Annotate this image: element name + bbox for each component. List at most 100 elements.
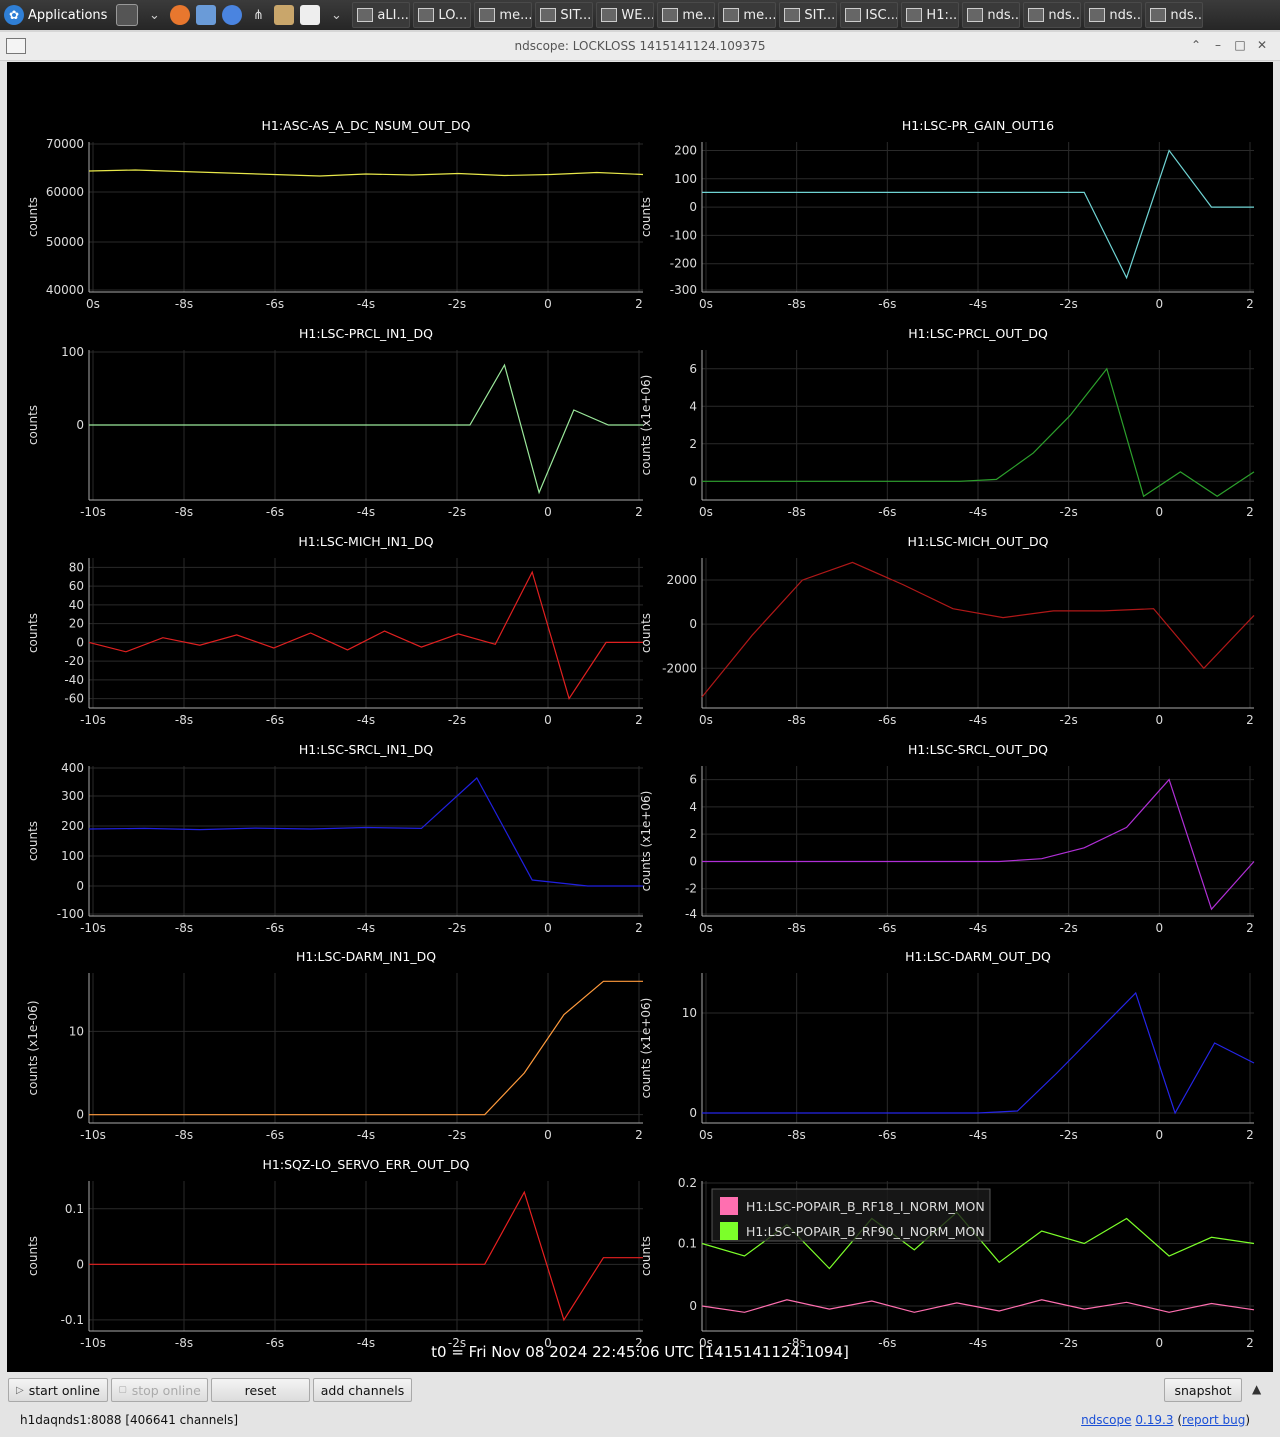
version-link[interactable]: 0.19.3 xyxy=(1135,1413,1174,1427)
users-icon[interactable] xyxy=(274,5,295,25)
chromium-icon[interactable] xyxy=(222,5,243,25)
y-axis-label: counts xyxy=(639,1236,653,1276)
taskbar-task[interactable]: me... xyxy=(718,2,777,28)
y-tick-label: 0.1 xyxy=(678,1237,697,1251)
x-tick-label: -2s xyxy=(1060,505,1078,519)
y-axis-label: counts xyxy=(639,613,653,653)
y-tick-label: 10 xyxy=(69,1024,84,1038)
scope-plots[interactable]: H1:ASC-AS_A_DC_NSUM_OUT_DQ 0s -8s -6s -4s -2s… xyxy=(7,62,1273,1372)
x-tick-label: 0 xyxy=(544,921,552,935)
plot-panel: H1:LSC-DARM_IN1_DQ -10s -8s -6s -4s -2s 0 2 10 0 c… xyxy=(26,949,643,1142)
y-tick-label: -2 xyxy=(685,882,697,896)
legend: H1:LSC-POPAIR_B_RF18_I_NORM_MON H1:LSC-PO… xyxy=(711,1188,991,1242)
taskbar-task[interactable]: SIT... xyxy=(779,2,838,28)
y-tick-label: -0.1 xyxy=(61,1313,84,1327)
x-tick-label: -8s xyxy=(175,505,193,519)
add-channels-button[interactable]: add channels xyxy=(313,1378,412,1402)
status-bar: h1daqnds1:8088 [406641 channels] ndscope… xyxy=(0,1408,1280,1434)
x-tick-label: 0 xyxy=(544,297,552,311)
y-tick-label: -60 xyxy=(64,692,84,706)
y-tick-label: 60000 xyxy=(46,185,84,199)
chevron-down-icon[interactable]: ⌄ xyxy=(148,7,160,23)
plot-panel: 0s -8s -6s -4s -2s 0 2 0.2 0.1 0 counts H1:LSC-POPA… xyxy=(639,1176,1255,1350)
chevron-down-icon[interactable]: ⌄ xyxy=(330,7,342,23)
y-tick-label: 400 xyxy=(61,761,84,775)
report-bug-link[interactable]: report bug xyxy=(1182,1413,1246,1427)
window-icon xyxy=(601,8,618,22)
y-axis-label: counts (x1e-06) xyxy=(26,1000,40,1095)
reset-label: reset xyxy=(244,1382,277,1398)
close-button[interactable]: ✕ xyxy=(1256,38,1268,52)
taskbar-task[interactable]: LO... xyxy=(413,2,472,28)
series-line xyxy=(701,561,1255,698)
taskbar-task[interactable]: nds... xyxy=(1023,2,1082,28)
applications-menu[interactable]: ✿ Applications xyxy=(0,0,113,30)
window-icon xyxy=(540,8,557,22)
y-tick-label: 0.2 xyxy=(678,1176,697,1190)
taskbar-task[interactable]: me... xyxy=(474,2,533,28)
taskbar-task-label: me... xyxy=(743,7,777,23)
y-tick-label: 2 xyxy=(689,827,697,841)
applications-label: Applications xyxy=(28,7,108,23)
x-tick-label: -4s xyxy=(357,1128,375,1142)
x-tick-label: -8s xyxy=(788,505,806,519)
x-tick-label: 0s xyxy=(699,921,713,935)
x-tick-label: 0 xyxy=(1156,921,1164,935)
taskbar-task[interactable]: H1:... xyxy=(901,2,960,28)
stop-online-button[interactable]: ▢ stop online xyxy=(111,1378,208,1402)
x-tick-label: 0 xyxy=(1156,1336,1164,1350)
shade-button[interactable]: ⌃ xyxy=(1190,38,1202,52)
taskbar: ✿ Applications ⌄ ⋔ ⌄ aLI... LO... me... SIT… xyxy=(0,0,1280,30)
x-tick-label: -2s xyxy=(1060,713,1078,727)
share-icon[interactable]: ⋔ xyxy=(252,7,264,23)
plot-panel: H1:LSC-DARM_OUT_DQ 0s -8s -6s -4s -2s 0 2 10 0 cou… xyxy=(639,949,1255,1142)
taskbar-task-label: me... xyxy=(682,7,716,23)
taskbar-task[interactable]: nds... xyxy=(1084,2,1143,28)
taskbar-task[interactable]: nds... xyxy=(962,2,1021,28)
y-tick-label: 40000 xyxy=(46,283,84,297)
x-tick-label: -8s xyxy=(175,713,193,727)
x-tick-label: -4s xyxy=(969,921,987,935)
y-axis-label: counts xyxy=(26,405,40,445)
plot-area[interactable]: H1:ASC-AS_A_DC_NSUM_OUT_DQ 0s -8s -6s -4s -2s… xyxy=(7,62,1273,1372)
taskbar-task[interactable]: ISC... xyxy=(840,2,899,28)
y-tick-label: 200 xyxy=(674,143,697,157)
folder-icon[interactable] xyxy=(196,5,217,25)
x-tick-label: -8s xyxy=(175,1128,193,1142)
version-info: ndscope 0.19.3 (report bug) xyxy=(1081,1413,1250,1427)
taskbar-task[interactable]: WE... xyxy=(596,2,655,28)
y-tick-label: 0 xyxy=(689,1106,697,1120)
taskbar-task[interactable]: aLI... xyxy=(352,2,411,28)
taskbar-task[interactable]: SIT... xyxy=(535,2,594,28)
minimize-button[interactable]: – xyxy=(1215,38,1221,52)
expand-up-icon[interactable]: ▲ xyxy=(1252,1382,1262,1396)
y-tick-label: 40 xyxy=(69,598,84,612)
taskbar-task[interactable]: me... xyxy=(657,2,716,28)
snapshot-button[interactable]: snapshot xyxy=(1164,1378,1242,1402)
legend-swatch xyxy=(720,1197,738,1215)
start-online-button[interactable]: ▷ start online xyxy=(8,1378,108,1402)
x-tick-label: -8s xyxy=(788,1128,806,1142)
x-tick-label: -2s xyxy=(448,297,466,311)
y-tick-label: 0 xyxy=(689,854,697,868)
x-tick-label: -2s xyxy=(1060,1336,1078,1350)
terminal-icon[interactable] xyxy=(116,4,139,26)
x-tick-label: -2s xyxy=(448,713,466,727)
y-axis-label: counts xyxy=(26,613,40,653)
taskbar-task[interactable]: nds... xyxy=(1145,2,1204,28)
x-tick-label: 0s xyxy=(86,297,100,311)
reset-button[interactable]: reset xyxy=(211,1378,310,1402)
y-tick-label: 0 xyxy=(76,1257,84,1271)
y-tick-label: -4 xyxy=(685,907,697,921)
ndscope-link[interactable]: ndscope xyxy=(1081,1413,1132,1427)
series-line xyxy=(89,363,643,495)
text-editor-icon[interactable] xyxy=(300,5,321,25)
maximize-button[interactable]: □ xyxy=(1234,38,1246,52)
x-tick-label: -4s xyxy=(357,921,375,935)
firefox-icon[interactable] xyxy=(170,5,191,25)
y-tick-label: 70000 xyxy=(46,137,84,151)
window-titlebar: ndscope: LOCKLOSS 1415141124.109375 ⌃ – … xyxy=(0,32,1280,61)
x-tick-label: 2 xyxy=(1246,1336,1254,1350)
y-tick-label: 0 xyxy=(689,617,697,631)
x-tick-label: -8s xyxy=(788,713,806,727)
